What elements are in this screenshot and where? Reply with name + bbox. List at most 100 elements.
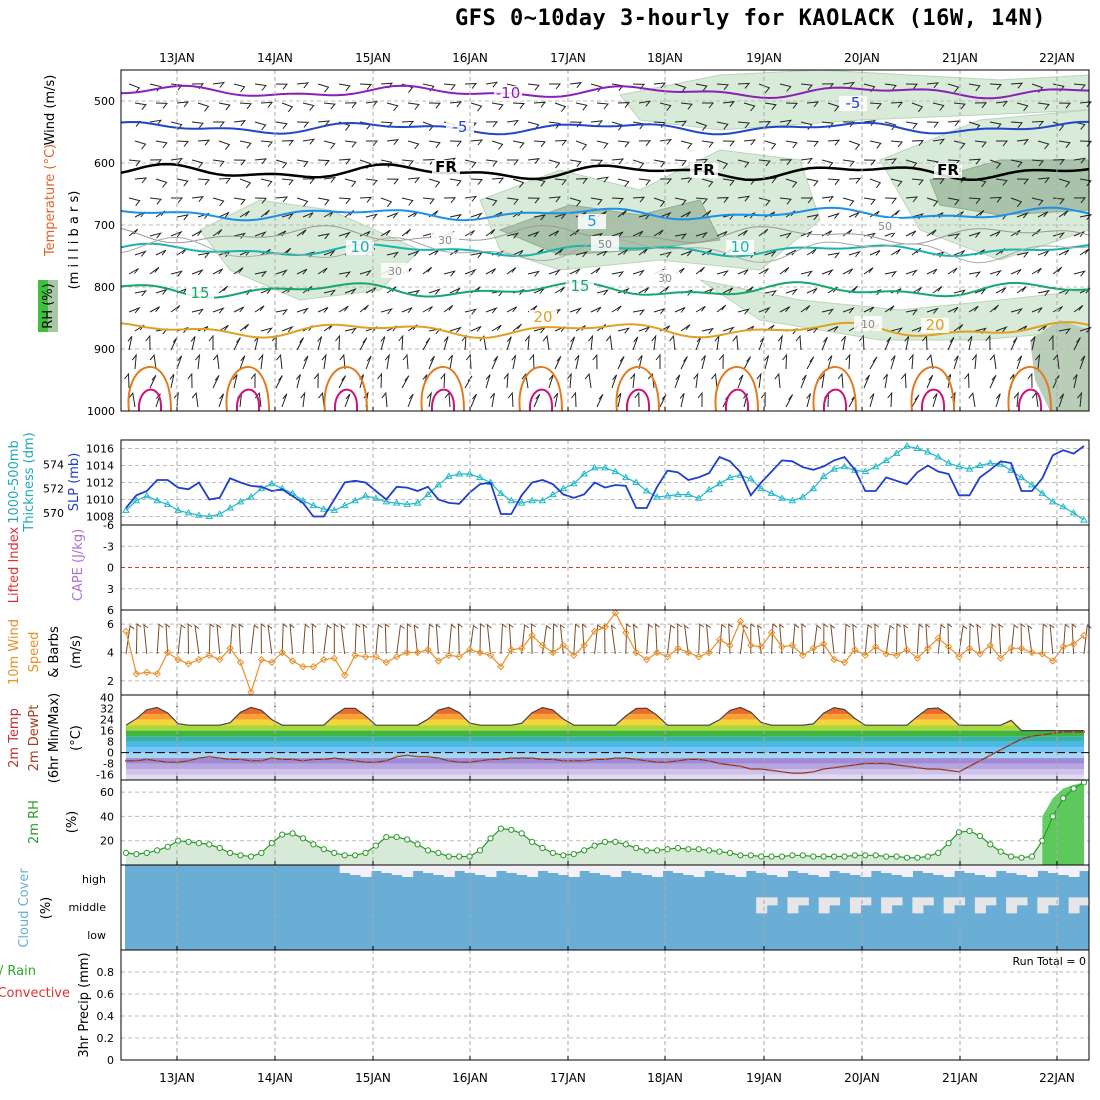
contour-temp-5 (120, 206, 1090, 222)
contour-temp-30 (137, 388, 163, 412)
rh-point (851, 852, 859, 859)
thickness-point (455, 470, 464, 477)
contour-label: FR (937, 161, 959, 179)
cloud-gap-high (1026, 865, 1038, 877)
wind10-speed-point (767, 628, 776, 637)
wind-barb (398, 334, 404, 351)
rh-point (289, 830, 296, 837)
wind10-speed-point (320, 655, 328, 664)
wind-barb (680, 140, 693, 150)
wind10-barb (143, 623, 149, 655)
wind-barb (569, 229, 580, 237)
wind-barb (239, 102, 252, 110)
wind10-speed-point (788, 641, 797, 650)
wind-barb (863, 197, 876, 206)
wind-barb (1079, 213, 1093, 221)
ylabel-slp: SLP (mb) (67, 453, 82, 512)
wind-barb (695, 231, 708, 239)
wind-barb (212, 229, 223, 237)
wind10-barb (632, 623, 638, 655)
wind-barb (402, 353, 409, 370)
wind-barb (344, 287, 357, 295)
pressure-tick-label: 700 (94, 219, 115, 232)
wind10-barb (916, 623, 924, 655)
wind-barb (485, 159, 498, 167)
wind-barb (507, 159, 520, 166)
thickness-point (361, 491, 370, 499)
wind-barb (155, 393, 161, 408)
wind-barb (890, 209, 900, 218)
wind-barb (947, 336, 955, 351)
rh-point (591, 842, 598, 849)
wind-barb (890, 101, 904, 108)
rh-point (935, 849, 942, 857)
wind-barb (521, 373, 529, 389)
contour-label-bg (591, 236, 619, 251)
wind-barb (911, 247, 922, 256)
cloud-gap-high (704, 865, 716, 871)
cloud-gap-high (516, 865, 528, 875)
rh-tick-label: 20 (100, 835, 114, 848)
dewpoint-point (864, 762, 867, 765)
dewpoint-point (447, 759, 450, 762)
contour-temp-25 (518, 365, 563, 412)
date-label-top: 17JAN (550, 51, 586, 65)
wind10-speed-point (757, 643, 765, 651)
cloud-gap-middle (891, 897, 903, 906)
rh-shading (199, 199, 421, 301)
wind-barb (680, 102, 693, 110)
wind-barb (533, 140, 546, 148)
wind10-speed-point (674, 644, 682, 653)
rh-point (643, 847, 650, 854)
rh-point (424, 847, 432, 854)
cloud-gap-high (412, 865, 424, 871)
wind-barb (317, 267, 328, 275)
wind-barb (365, 213, 379, 220)
wind-barb (911, 140, 925, 146)
wind-barb (737, 229, 748, 237)
thickness-point (517, 499, 526, 506)
wind-barb (632, 230, 644, 237)
wind-barb (1079, 248, 1090, 256)
cloud-gap-high (693, 865, 705, 877)
wind10-barb (728, 623, 733, 655)
wind-barb (1010, 269, 1022, 275)
wind-barb (176, 214, 190, 221)
thickness-point (413, 499, 422, 506)
ylabel-rh2m-unit: (%) (65, 811, 80, 834)
precip-tick-label: 0.4 (97, 1010, 115, 1023)
dewpoint-point (218, 756, 221, 760)
contour-label: 10 (350, 238, 369, 256)
cloud-gap-high (808, 865, 820, 875)
wind-barb (989, 269, 1002, 277)
wind-barb (554, 286, 565, 294)
thickness-point (694, 494, 703, 501)
contour-temp-30 (724, 388, 750, 412)
wind-barb (575, 140, 588, 151)
wind-barb (428, 178, 441, 188)
ylabel-wind10-a: 10m Wind (7, 619, 22, 685)
date-label-top: 15JAN (355, 51, 391, 65)
rh-point (393, 834, 400, 841)
wind10-barb (435, 623, 441, 655)
wind-barb (569, 82, 583, 89)
wind-barb (344, 393, 351, 408)
wind10-speed-point (944, 643, 953, 651)
wind10-barb (281, 623, 288, 655)
wind10-speed-point (830, 655, 838, 664)
dewpoint-point (135, 759, 138, 762)
dewpoint-point (1062, 730, 1065, 734)
wind-barb (680, 249, 693, 257)
wind10-barb (1049, 623, 1055, 655)
cloud-gap-high (881, 865, 893, 873)
wind-barb (422, 306, 433, 313)
rh-point (216, 844, 223, 852)
thickness-point (684, 490, 693, 498)
dewpoint-point (895, 763, 898, 767)
cloud-gap-middle (974, 897, 986, 914)
wind-barb (611, 231, 624, 238)
wind-barb (554, 326, 566, 333)
cloud-gap-high (1047, 865, 1059, 873)
wind-barb (827, 286, 838, 294)
wind-barb (701, 355, 706, 370)
